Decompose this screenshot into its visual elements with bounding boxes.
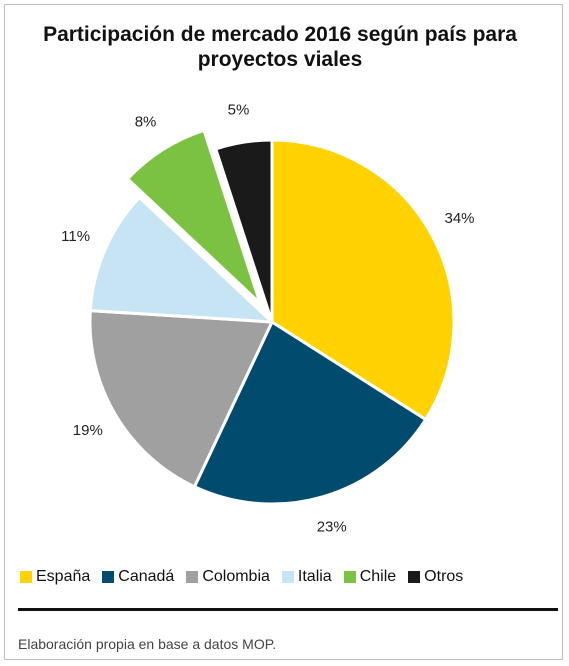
data-label: 23% [317, 518, 347, 535]
legend-item: Canadá [102, 568, 174, 586]
legend-swatch [343, 571, 356, 583]
legend-item: Italia [281, 568, 332, 586]
pie-slice [192, 319, 428, 506]
legend: España Canadá Colombia Italia Chile Otros [20, 568, 560, 586]
legend-label: España [36, 568, 91, 585]
legend-label: Italia [297, 568, 332, 585]
legend-item: Chile [343, 568, 397, 586]
legend-label: Chile [359, 568, 397, 585]
data-label: 11% [61, 228, 90, 245]
legend-item: España [20, 568, 90, 586]
legend-label: Colombia [202, 568, 270, 585]
legend-item: Otros [408, 568, 463, 586]
legend-swatch [186, 571, 199, 583]
pie-slice [88, 195, 277, 324]
legend-swatch [281, 571, 294, 583]
legend-item: Colombia [186, 568, 270, 586]
data-label: 8% [135, 114, 157, 131]
source-note: Elaboración propia en base a datos MOP. [18, 636, 277, 652]
pie-slice [213, 138, 274, 323]
legend-swatch [102, 571, 115, 583]
chart-title: Participación de mercado 2016 según país… [43, 23, 517, 71]
divider [18, 608, 558, 611]
legend-label: Otros [424, 568, 464, 585]
data-label: 5% [228, 102, 250, 119]
pie-slice [125, 128, 262, 305]
chart-frame [4, 4, 563, 660]
data-label: 19% [73, 422, 103, 439]
legend-swatch [20, 571, 32, 583]
data-label: 34% [445, 210, 475, 227]
legend-swatch [408, 571, 421, 583]
pie-slice [88, 308, 275, 489]
legend-label: Canadá [118, 568, 175, 585]
